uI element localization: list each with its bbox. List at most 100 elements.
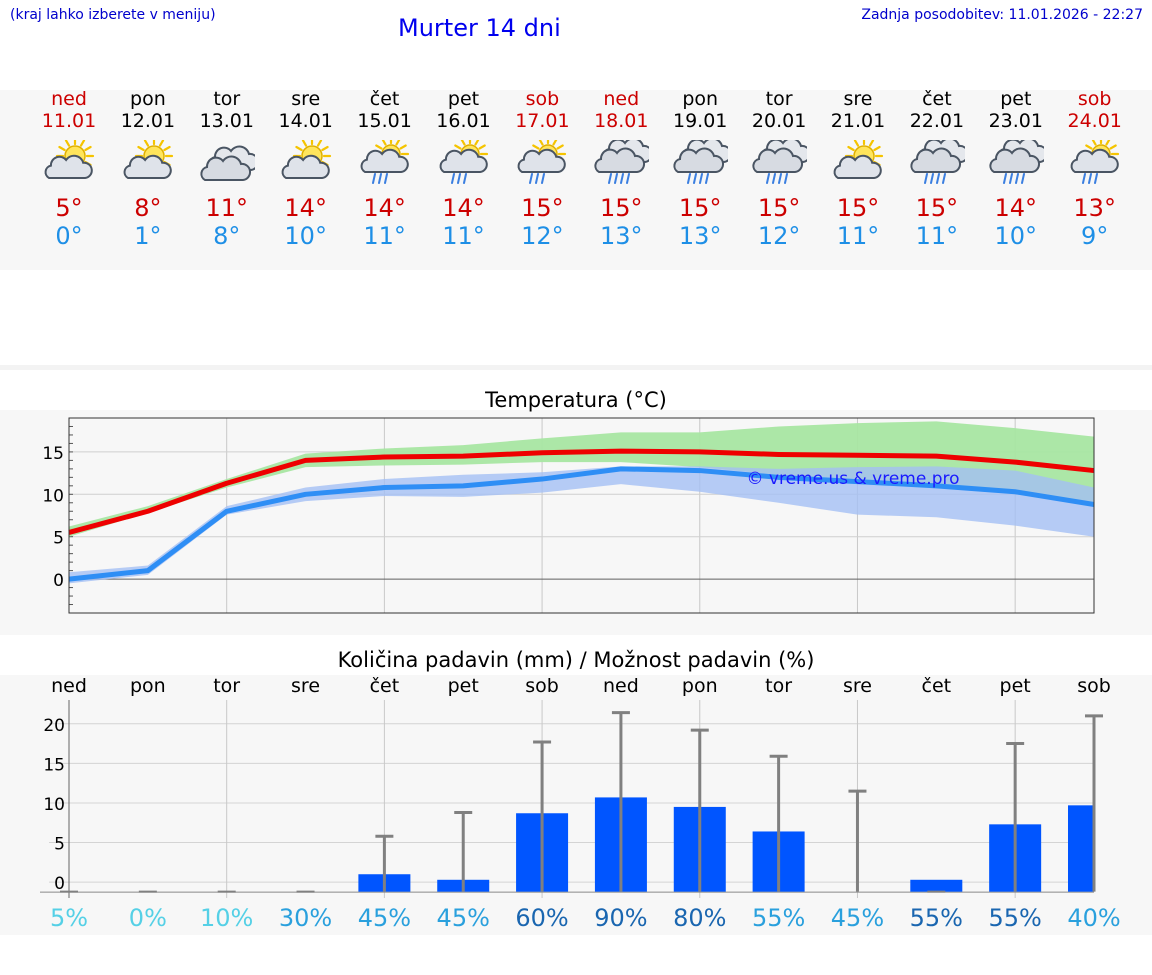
min-range-band xyxy=(69,466,1094,584)
precip-chance-label: 30% xyxy=(279,904,332,932)
day-name: sob xyxy=(1077,88,1112,110)
y-tick-label: 10 xyxy=(42,486,64,506)
category-label: ned xyxy=(603,675,639,697)
sun-cloud-rain-icon xyxy=(439,140,488,184)
day-name: sre xyxy=(843,88,873,110)
cloud-rain-icon xyxy=(673,140,729,184)
day-forecast: ned 11.01 5° 0° xyxy=(29,88,109,250)
sun-cloud-icon xyxy=(281,140,331,179)
category-label: tor xyxy=(213,675,240,697)
category-label: sob xyxy=(525,675,559,697)
temp-min: 10° xyxy=(994,222,1038,250)
day-name: pon xyxy=(130,88,166,110)
day-forecast: pon 12.01 8° 1° xyxy=(108,88,188,250)
y-tick-label: 0 xyxy=(53,571,64,591)
day-date: 15.01 xyxy=(357,110,412,132)
temp-min: 11° xyxy=(442,222,485,250)
temp-min: 12° xyxy=(521,222,564,250)
day-date: 21.01 xyxy=(830,110,886,132)
temp-max: 13° xyxy=(1073,194,1116,222)
precipitation-chart: 0 5 10 15 20 ned 5% pon 0% tor 10% sre 30% čet 45% pet 4… xyxy=(39,675,1124,932)
temp-max: 14° xyxy=(284,194,327,222)
y-tick-label: 15 xyxy=(42,444,64,464)
temp-max: 15° xyxy=(521,194,564,222)
y-tick-label: 5 xyxy=(54,835,65,855)
sun-cloud-icon xyxy=(833,140,884,179)
day-date: 11.01 xyxy=(41,110,97,132)
cloudy-icon xyxy=(200,145,255,181)
precip-chance-label: 90% xyxy=(594,904,647,932)
sun-cloud-rain-icon xyxy=(1070,140,1119,184)
temperature-chart-title: Temperatura (°C) xyxy=(485,388,667,412)
temp-min: 8° xyxy=(213,222,241,250)
precip-chance-label: 0% xyxy=(129,904,167,932)
precip-chance-label: 45% xyxy=(437,904,490,932)
y-tick-label: 15 xyxy=(43,755,65,775)
day-date: 16.01 xyxy=(436,110,491,132)
day-name: čet xyxy=(922,88,952,110)
day-date: 24.01 xyxy=(1067,110,1122,132)
precip-chance-label: 55% xyxy=(910,904,963,932)
category-label: ned xyxy=(51,675,87,697)
category-label: sre xyxy=(291,675,320,697)
category-label: pon xyxy=(682,675,718,697)
day-forecast: sre 21.01 15° 11° xyxy=(818,88,898,250)
day-date: 22.01 xyxy=(909,110,965,132)
day-forecast: sob 17.01 15° 12° xyxy=(502,88,582,250)
last-updated: Zadnja posodobitev: 11.01.2026 - 22:27 xyxy=(861,7,1143,23)
sun-cloud-icon xyxy=(123,140,173,179)
temp-max: 15° xyxy=(757,194,801,222)
day-date: 18.01 xyxy=(594,110,649,132)
day-forecast: tor 20.01 15° 12° xyxy=(739,88,819,250)
precip-chance-label: 45% xyxy=(358,904,411,932)
temp-min: 10° xyxy=(284,222,327,250)
page-title: Murter 14 dni xyxy=(398,14,561,42)
day-name: pet xyxy=(1000,88,1032,110)
day-forecast: tor 13.01 11° 8° xyxy=(187,88,267,250)
location-hint[interactable]: (kraj lahko izberete v meniju) xyxy=(10,7,216,23)
day-name: pon xyxy=(682,88,719,110)
y-tick-label: 0 xyxy=(54,874,65,894)
category-label: pet xyxy=(448,675,479,697)
temperature-chart: 0 5 10 15 © vreme.us & vreme.pro xyxy=(42,417,1095,614)
precip-chance-label: 40% xyxy=(1067,904,1120,932)
category-label: tor xyxy=(765,675,792,697)
series-min-line xyxy=(68,466,1095,582)
cloud-rain-icon xyxy=(910,140,965,184)
cloud-rain-icon xyxy=(752,140,808,184)
precip-chance-label: 45% xyxy=(831,904,884,932)
category-label: čet xyxy=(922,675,952,697)
temp-min: 11° xyxy=(915,222,959,250)
temp-max: 14° xyxy=(442,194,485,222)
precip-chance-label: 55% xyxy=(988,904,1041,932)
day-forecast: sob 24.01 13° 9° xyxy=(1055,88,1135,250)
temp-min: 13° xyxy=(678,222,722,250)
day-forecast: ned 18.01 15° 13° xyxy=(581,88,661,250)
plot-area xyxy=(39,700,1124,898)
temp-max: 14° xyxy=(994,194,1038,222)
day-forecast: pon 19.01 15° 13° xyxy=(660,88,740,250)
cloud-rain-icon xyxy=(989,140,1044,184)
temp-max: 14° xyxy=(363,194,406,222)
day-forecast: čet 15.01 14° 11° xyxy=(345,88,425,250)
category-label: čet xyxy=(370,675,400,697)
temp-min: 11° xyxy=(836,222,880,250)
day-date: 12.01 xyxy=(120,110,176,132)
day-date: 17.01 xyxy=(515,110,570,132)
sun-cloud-rain-icon xyxy=(518,140,567,184)
day-name: tor xyxy=(213,88,241,110)
day-date: 14.01 xyxy=(278,110,333,132)
day-date: 23.01 xyxy=(988,110,1043,132)
day-name: sre xyxy=(291,88,321,110)
day-forecast: čet 22.01 15° 11° xyxy=(897,88,977,250)
temp-max: 15° xyxy=(836,194,880,222)
day-date: 19.01 xyxy=(672,110,728,132)
category-label: pet xyxy=(1000,675,1031,697)
max-range-band xyxy=(69,421,1094,537)
category-label: sob xyxy=(1077,675,1111,697)
sun-cloud-rain-icon xyxy=(360,140,409,184)
day-name: sob xyxy=(525,88,560,110)
y-tick-label: 20 xyxy=(43,716,65,736)
temp-max: 15° xyxy=(915,194,959,222)
temp-max: 8° xyxy=(134,194,162,222)
